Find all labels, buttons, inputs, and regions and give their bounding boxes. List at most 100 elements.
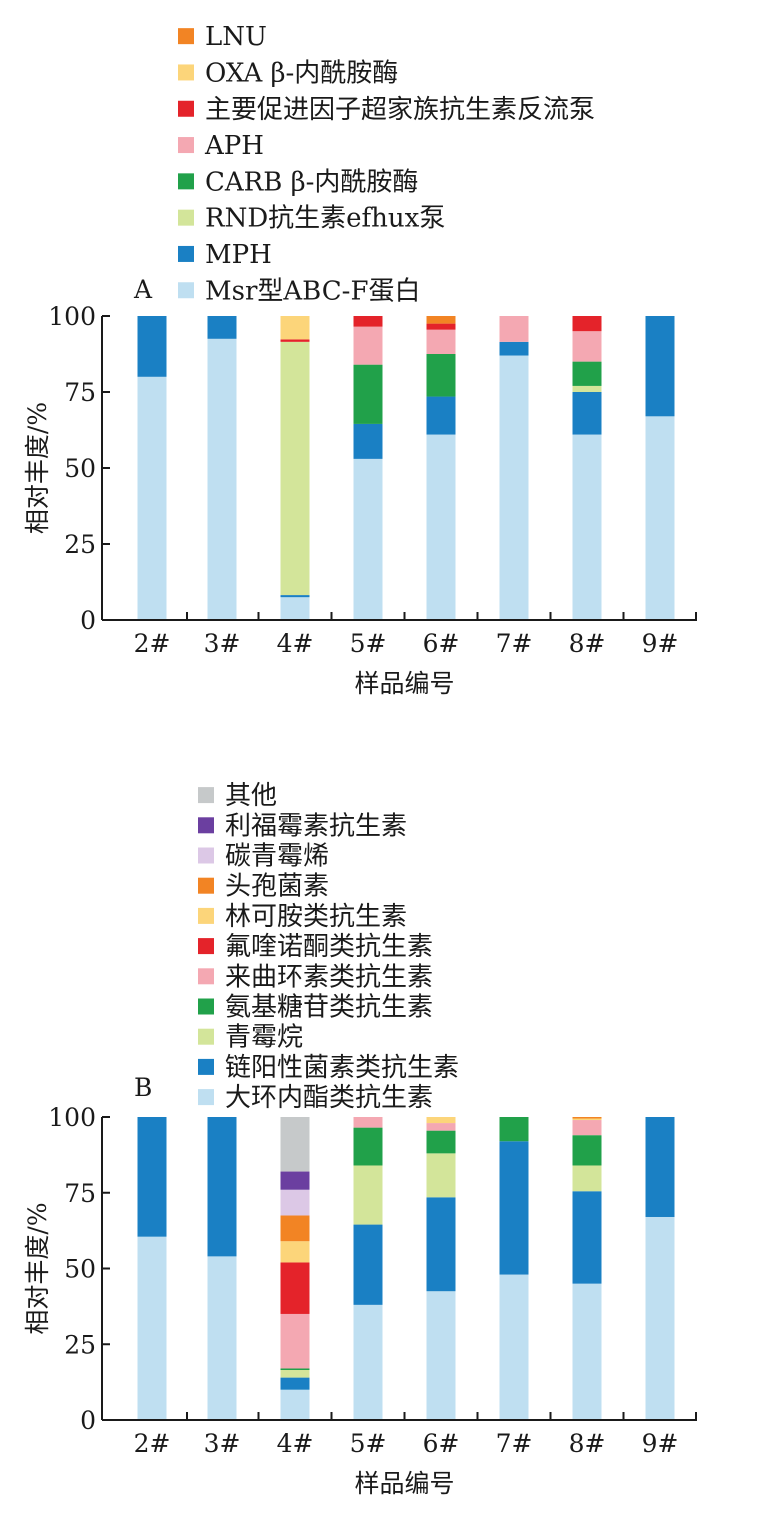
legend-label: 其他 [225,781,277,811]
legend-swatch [198,938,214,955]
bar-segment [426,1123,456,1131]
bar-segment [499,1274,529,1420]
legend-swatch [198,877,214,894]
bar-segment [645,416,675,620]
bar-segment [426,323,456,330]
legend-label: 来曲环素类抗生素 [225,962,433,992]
bar-segment [426,1117,456,1124]
bar-segment [426,434,456,620]
legend-label: 链阳性菌素类抗生素 [225,1053,459,1083]
x-tick-label: 2# [134,629,171,658]
bar-segment [137,316,167,377]
bar-segment [353,1127,383,1166]
legend-swatch [198,998,214,1015]
legend-label: OXA β-内酰胺酶 [205,58,398,88]
bar-segment [572,1118,602,1121]
legend-swatch [178,173,194,190]
legend-label: LNU [205,22,267,52]
y-axis-label: 相对丰度/% [23,1202,52,1334]
x-tick-label: 6# [423,629,460,658]
bar-segment [645,1117,675,1217]
legend-swatch [198,968,214,985]
bar-segment [280,1368,310,1371]
y-tick-label: 25 [64,530,96,559]
x-tick-label: 6# [423,1429,460,1458]
x-tick-label: 3# [204,1429,241,1458]
bar-segment [572,1283,602,1420]
legend-swatch [178,245,194,262]
bar-segment [499,341,529,356]
bar-segment [353,1224,383,1305]
x-tick-label: 7# [496,1429,533,1458]
bar-segment [426,329,456,354]
bar-segment [280,1241,310,1263]
x-tick-label: 9# [642,629,679,658]
x-axis-label: 样品编号 [354,1469,454,1498]
x-tick-label: 5# [350,629,387,658]
legend-label: Msr型ABC-F蛋白 [205,276,420,306]
bar-segment [207,1117,237,1257]
legend-label: 头孢菌素 [225,872,329,902]
bar-segment [280,316,310,340]
legend-swatch [198,817,214,834]
bar-segment [572,1165,602,1192]
bar-segment [280,595,310,598]
bar-segment [207,338,237,620]
legend-label: 利福霉素抗生素 [225,811,407,841]
legend-label: 主要促进因子超家族抗生素反流泵 [205,95,595,125]
y-tick-label: 75 [64,1179,96,1208]
legend-swatch [178,137,194,154]
x-tick-label: 4# [277,629,314,658]
bar-segment [426,1197,456,1292]
panel-label: A [133,275,153,304]
legend-label: 大环内酯类抗生素 [225,1083,433,1113]
bar-segment [280,1262,310,1314]
bar-segment [572,434,602,620]
bar-segment [207,316,237,339]
bar-segment [280,1171,310,1190]
bar-segment [499,1117,529,1142]
x-tick-label: 4# [277,1429,314,1458]
legend-swatch [178,209,194,226]
legend-label: 碳青霉烯 [225,842,329,872]
bar-segment [353,458,383,620]
bar-segment [572,1120,602,1136]
x-tick-label: 2# [134,1429,171,1458]
legend-label: APH [204,131,264,161]
x-axis-label: 样品编号 [354,669,454,698]
legend-swatch [198,907,214,924]
bar-segment [572,385,602,392]
bar-segment [280,1370,310,1378]
bar-segment [280,341,310,596]
x-tick-label: 8# [569,1429,606,1458]
bar-segment [353,423,383,459]
bar-segment [280,1377,310,1390]
chart-panel-B: 其他利福霉素抗生素碳青霉烯头孢菌素林可胺类抗生素氟喹诺酮类抗生素来曲环素类抗生素… [23,781,697,1498]
legend-swatch [198,787,214,804]
x-tick-label: 7# [496,629,533,658]
bar-segment [353,316,383,327]
y-tick-label: 0 [80,606,96,635]
bar-segment [645,1216,675,1420]
y-tick-label: 50 [64,454,96,483]
bar-segment [572,1191,602,1284]
x-tick-label: 9# [642,1429,679,1458]
bar-segment [137,376,167,620]
bar-segment [280,339,310,342]
bar-segment [645,316,675,417]
legend-swatch [198,1089,214,1106]
legend-label: 氨基糖苷类抗生素 [225,993,433,1023]
legend-label: 林可胺类抗生素 [225,902,407,932]
y-tick-label: 100 [48,302,96,331]
bar-segment [426,354,456,397]
legend-swatch [178,100,194,117]
legend-swatch [198,847,214,864]
bar-segment [572,361,602,386]
legend-label: 氟喹诺酮类抗生素 [225,932,433,962]
bar-segment [280,1189,310,1216]
y-tick-label: 100 [48,1103,96,1132]
y-tick-label: 25 [64,1330,96,1359]
bar-segment [572,1135,602,1166]
legend-label: RND抗生素efhux泵 [205,204,445,234]
